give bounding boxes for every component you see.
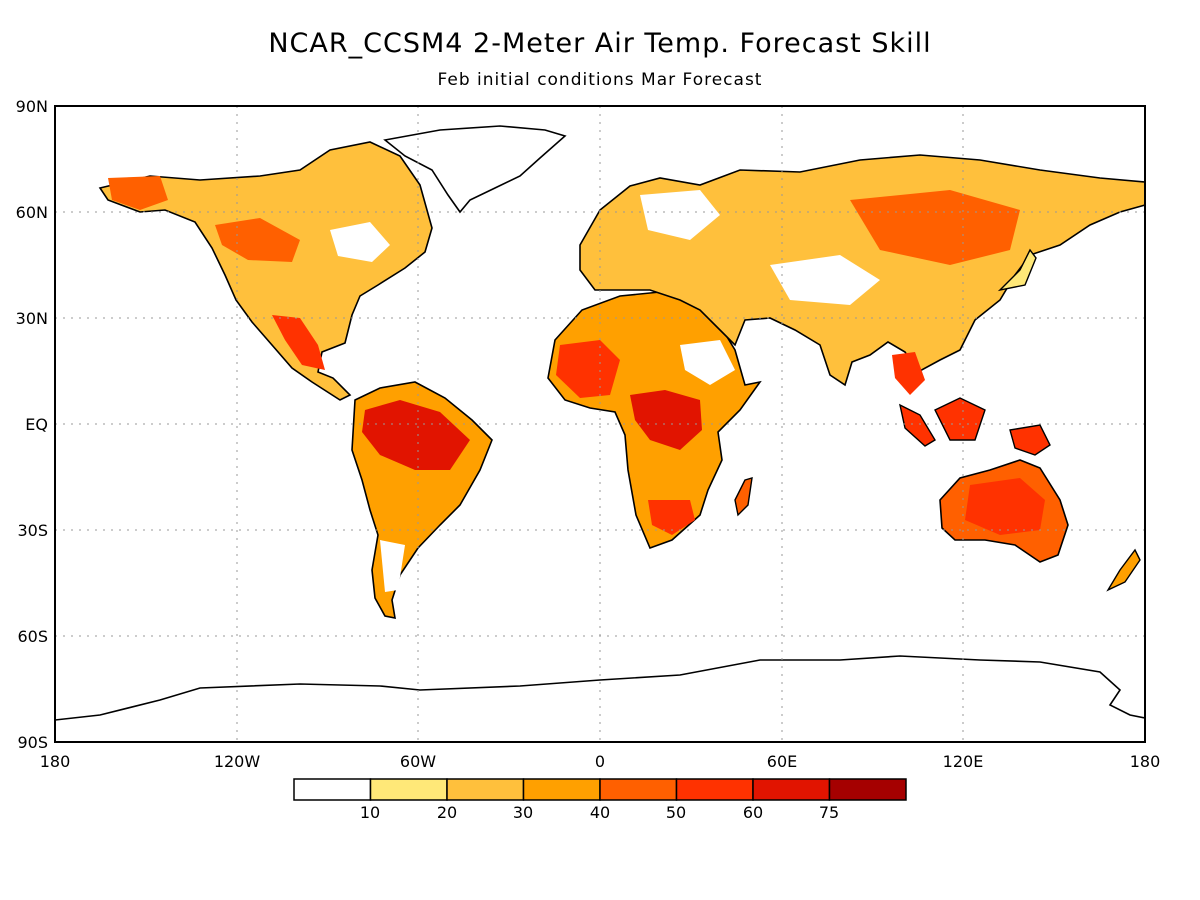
colorbar-labels: 10 20 30 40 50 60 75: [360, 803, 839, 822]
alaska-skill-patch: [108, 176, 168, 210]
land-masses: [55, 125, 1145, 742]
lat-label: 90S: [17, 733, 48, 752]
central-africa-skill-patch: [630, 390, 702, 450]
colorbar-label: 40: [590, 803, 610, 822]
siberia-skill-patch: [850, 190, 1020, 265]
colorbar-label: 10: [360, 803, 380, 822]
canada-skill-patch: [215, 218, 300, 262]
latitude-labels: 90N 60N 30N EQ 30S 60S 90S: [16, 97, 48, 752]
lat-label: EQ: [25, 415, 48, 434]
map-subtitle: Feb initial conditions Mar Forecast: [437, 70, 763, 90]
lat-label: 90N: [16, 97, 48, 116]
amazon-skill-patch: [362, 400, 470, 470]
lon-label: 60E: [767, 752, 797, 771]
lon-label: 120E: [943, 752, 984, 771]
graticule: [55, 106, 1145, 742]
lat-label: 30S: [17, 521, 48, 540]
colorbar-swatch: [293, 778, 372, 801]
madagascar: [734, 477, 753, 517]
lat-label: 60N: [16, 203, 48, 222]
europe-low-skill: [640, 190, 720, 240]
colorbar-swatch: [446, 778, 525, 801]
indonesia: [899, 397, 1051, 456]
lon-label: 180: [40, 752, 71, 771]
lon-label: 0: [595, 752, 605, 771]
colorbar-label: 30: [513, 803, 533, 822]
colorbar: [293, 778, 907, 801]
indochina-skill-patch: [892, 352, 925, 395]
japan: [997, 248, 1037, 292]
high-skill-patches: [108, 176, 1045, 535]
arabia-low-skill: [680, 340, 735, 385]
map-frame: [54, 105, 1146, 743]
colorbar-swatch: [522, 778, 601, 801]
sahel-skill-patch: [556, 340, 620, 398]
colorbar-label: 75: [819, 803, 839, 822]
colorbar-swatch: [369, 778, 448, 801]
australia-skill-patch: [965, 478, 1045, 535]
colorbar-label: 50: [666, 803, 686, 822]
low-skill-patches: [330, 190, 880, 592]
mexico-skill-patch: [272, 315, 325, 370]
greenland: [383, 125, 567, 214]
north-atlantic-coast-low-skill: [330, 222, 390, 262]
lon-label: 60W: [400, 752, 436, 771]
longitude-labels: 180 120W 60W 0 60E 120E 180: [40, 752, 1161, 771]
patagonia-low-skill: [380, 540, 405, 592]
colorbar-swatch: [828, 778, 907, 801]
north-america: [98, 141, 433, 401]
map-title: NCAR_CCSM4 2-Meter Air Temp. Forecast Sk…: [268, 28, 932, 59]
lon-label: 180: [1130, 752, 1161, 771]
colorbar-label: 60: [743, 803, 763, 822]
lat-label: 60S: [17, 627, 48, 646]
colorbar-swatch: [752, 778, 831, 801]
lat-label: 30N: [16, 309, 48, 328]
lon-label: 120W: [214, 752, 261, 771]
colorbar-swatch: [675, 778, 754, 801]
central-asia-low-skill: [770, 255, 880, 305]
colorbar-swatch: [599, 778, 678, 801]
southern-africa-skill-patch: [648, 500, 695, 535]
colorbar-label: 20: [437, 803, 457, 822]
new-zealand: [1106, 548, 1141, 592]
